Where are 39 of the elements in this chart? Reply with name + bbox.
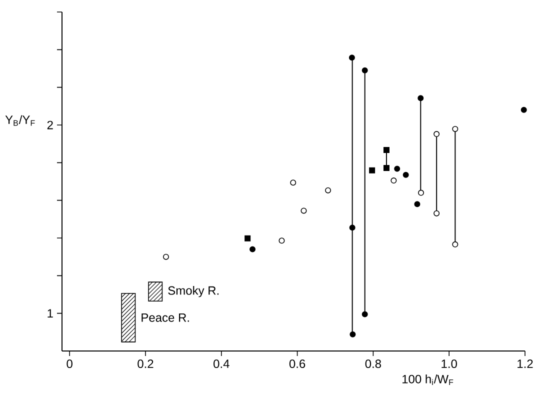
x-tick-label: 1.0 [442, 360, 457, 368]
point [390, 178, 397, 184]
point [278, 238, 285, 244]
point [244, 235, 251, 242]
legend-label: Smoky R. [168, 286, 219, 298]
y-tick-label: 2 [47, 120, 53, 130]
point [383, 164, 390, 171]
point [434, 131, 440, 138]
point [369, 167, 376, 174]
point [348, 54, 355, 61]
x-tick-label: 0.2 [138, 360, 154, 368]
x-tick-label: 0.6 [289, 360, 306, 368]
x-tick-label: 0.4 [214, 360, 230, 368]
point [162, 254, 169, 260]
point [414, 201, 420, 208]
point [349, 224, 356, 231]
point [520, 106, 527, 113]
point [250, 246, 256, 252]
x-tick-label: 0 [66, 360, 72, 368]
point [350, 331, 356, 338]
x-tick-label: 0.8 [365, 360, 382, 368]
point [290, 180, 296, 186]
point [418, 190, 424, 196]
point [418, 95, 424, 102]
point [434, 210, 440, 216]
point [394, 166, 400, 172]
point [452, 241, 458, 248]
point [362, 311, 368, 318]
point [383, 147, 390, 154]
x-axis-title: 100 h$_{i}$/W$_{F}$ [402, 374, 454, 386]
legend-label: Peace R. [142, 313, 189, 322]
point [452, 126, 458, 132]
point [402, 172, 409, 178]
x-tick-label: 1.2 [518, 360, 533, 368]
point [362, 67, 368, 74]
y-axis-title: Y$_{B}$/Y$_{F}$ [5, 115, 35, 126]
point [300, 208, 307, 214]
y-tick-label: 1 [48, 309, 53, 318]
point [325, 187, 332, 194]
